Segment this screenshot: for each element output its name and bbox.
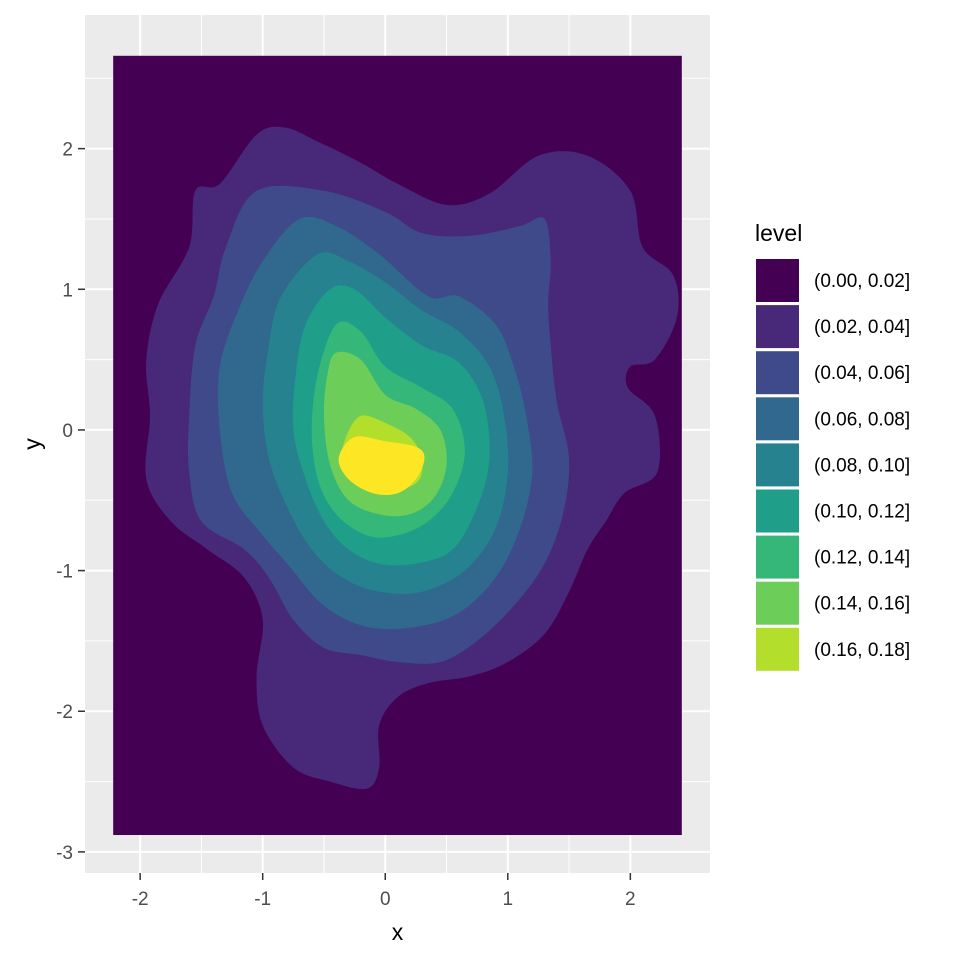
- x-tick-label: 0: [380, 889, 391, 910]
- x-axis-title: x: [392, 919, 404, 945]
- legend-label: (0.08, 0.10]: [814, 455, 910, 476]
- legend-key: [754, 303, 801, 351]
- legend-key: [754, 533, 801, 581]
- y-axis: 2 1 0 -1 -2 -3: [56, 140, 85, 864]
- x-tick-label: -1: [254, 889, 271, 910]
- x-tick-label: 1: [503, 889, 514, 910]
- legend-label: (0.12, 0.14]: [814, 548, 910, 569]
- x-tick-label: 2: [625, 889, 636, 910]
- x-tick-label: -2: [132, 889, 149, 910]
- legend-key: [754, 487, 801, 535]
- legend-label: (0.00, 0.02]: [814, 271, 910, 292]
- y-tick-label: -3: [56, 843, 73, 864]
- legend-key: [754, 395, 801, 443]
- legend-label: (0.14, 0.16]: [814, 594, 910, 615]
- legend-title: level: [755, 220, 802, 246]
- y-tick-label: 0: [62, 421, 73, 442]
- legend-label: (0.04, 0.06]: [814, 363, 910, 384]
- y-tick-label: -2: [56, 702, 73, 723]
- y-tick-label: 1: [62, 280, 73, 301]
- x-axis: -2 -1 0 1 2: [132, 873, 636, 910]
- legend-key: [754, 441, 801, 489]
- y-tick-label: 2: [62, 140, 73, 161]
- legend: level (0.00, 0.02] (0.02, 0.04] (0.04, 0.06…: [754, 220, 910, 673]
- legend-key: [754, 579, 801, 627]
- y-tick-label: -1: [56, 562, 73, 583]
- density-bands: [145, 126, 679, 790]
- y-axis-title: y: [19, 438, 45, 450]
- legend-label: (0.16, 0.18]: [814, 640, 910, 661]
- legend-key: [754, 257, 801, 304]
- legend-label: (0.02, 0.04]: [814, 317, 910, 338]
- density-band-9: [338, 436, 425, 495]
- legend-label: (0.06, 0.08]: [814, 409, 910, 430]
- legend-key: [754, 349, 801, 397]
- legend-key: [754, 625, 801, 673]
- legend-label: (0.10, 0.12]: [814, 502, 910, 523]
